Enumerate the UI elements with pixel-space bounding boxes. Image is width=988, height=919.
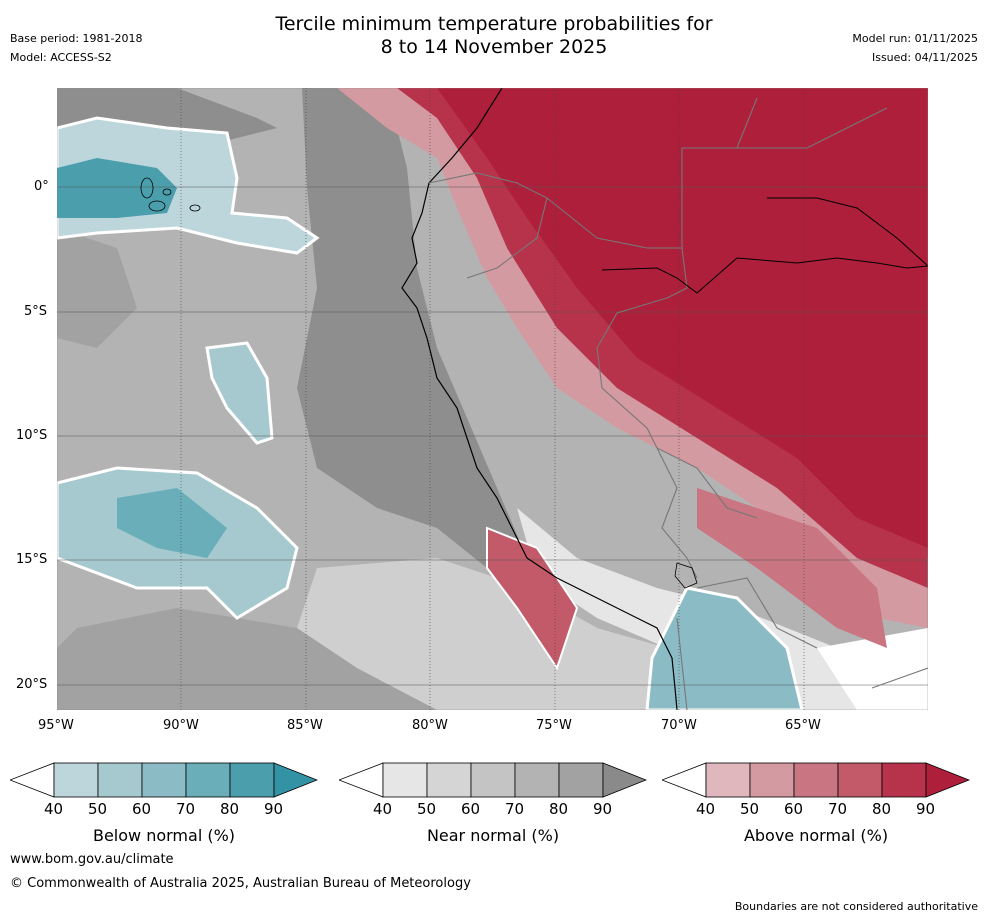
legend-tick: 40 (373, 800, 393, 818)
legend-tick: 40 (44, 800, 64, 818)
legend-above-label: Above normal (%) (743, 826, 889, 845)
legend-above-bar (662, 762, 970, 798)
lon-label-90w: 90°W (163, 718, 199, 733)
legend-below-label: Below normal (%) (92, 826, 236, 845)
legend-tick: 40 (696, 800, 716, 818)
map-title: Tercile minimum temperature probabilitie… (0, 13, 988, 59)
legend-tick: 50 (417, 800, 437, 818)
legend-tick: 90 (593, 800, 613, 818)
legend-tick: 90 (264, 800, 284, 818)
legend-swatch (229, 762, 275, 798)
legend-swatch (426, 762, 472, 798)
latitude-lines (57, 186, 928, 686)
legend-swatch (141, 762, 187, 798)
legend-tick: 50 (740, 800, 760, 818)
legend-swatch (881, 762, 927, 798)
lat-label-0: 0° (34, 179, 49, 194)
above-normal-90-zone (437, 88, 928, 548)
near-normal-90-zone (297, 88, 527, 568)
near-normal-80-zone (57, 228, 137, 348)
legend-swatch (514, 762, 560, 798)
legend-swatch (837, 762, 883, 798)
lat-label-10s: 10°S (16, 428, 48, 443)
legend-tick: 70 (828, 800, 848, 818)
footer-copyright: © Commonwealth of Australia 2025, Austra… (10, 876, 471, 891)
lon-label-70w: 70°W (661, 718, 697, 733)
lon-label-65w: 65°W (785, 718, 821, 733)
legend-extend-high (602, 762, 647, 798)
legend-below-bar (10, 762, 318, 798)
below-normal-blob-central (205, 341, 274, 445)
legend-swatch (53, 762, 99, 798)
legend-tick: 70 (505, 800, 525, 818)
legend-extend-high (273, 762, 318, 798)
legend-swatch (705, 762, 751, 798)
issued-date: Issued: 04/11/2025 (871, 51, 978, 64)
galapagos-islands (140, 177, 201, 212)
legend-extend-high (925, 762, 970, 798)
below-normal-galapagos (57, 116, 320, 255)
above-normal-peru-coast (486, 526, 579, 671)
legend-extend-low (339, 762, 384, 798)
footer-url[interactable]: www.bom.gov.au/climate (10, 852, 174, 867)
legend-near-bar (339, 762, 647, 798)
legend-tick: 80 (872, 800, 892, 818)
below-normal-atacama (645, 586, 804, 710)
lat-label-20s: 20°S (16, 677, 48, 692)
base-period: Base period: 1981-2018 (10, 32, 143, 45)
legend-swatch (382, 762, 428, 798)
legend-tick: 80 (549, 800, 569, 818)
legend-swatch (749, 762, 795, 798)
legend-near-label: Near normal (%) (426, 826, 560, 845)
lat-label-15s: 15°S (16, 552, 48, 567)
coastline (401, 88, 678, 710)
legend-extend-low (10, 762, 55, 798)
no-signal-zone (817, 628, 928, 710)
legend-swatch (793, 762, 839, 798)
legend-tick: 60 (461, 800, 481, 818)
legend-tick: 50 (88, 800, 108, 818)
legend-swatch (470, 762, 516, 798)
title-line-2: 8 to 14 November 2025 (380, 36, 608, 58)
legend-extend-low (662, 762, 707, 798)
above-normal-70-bolivia (697, 488, 887, 648)
model-name: Model: ACCESS-S2 (10, 51, 112, 64)
legend-tick: 80 (220, 800, 240, 818)
below-normal-90-galapagos (57, 158, 177, 218)
near-normal-80-zone-south (57, 608, 437, 710)
amazon-river (601, 197, 928, 294)
lon-label-95w: 95°W (38, 718, 74, 733)
lake-titicaca (674, 562, 698, 589)
legend-swatch (185, 762, 231, 798)
lon-label-75w: 75°W (536, 718, 572, 733)
legend-tick: 60 (784, 800, 804, 818)
model-run: Model run: 01/11/2025 (852, 32, 978, 45)
legend-tick: 70 (176, 800, 196, 818)
below-normal-80-south-west (117, 488, 227, 558)
legend-tick: 90 (916, 800, 936, 818)
title-line-1: Tercile minimum temperature probabilitie… (275, 13, 713, 35)
probability-map (57, 88, 928, 710)
near-normal-60-zone (297, 558, 707, 710)
footer-disclaimer: Boundaries are not considered authoritat… (734, 900, 978, 913)
lon-label-80w: 80°W (412, 718, 448, 733)
legend-swatch (558, 762, 604, 798)
legend-tick: 60 (132, 800, 152, 818)
lat-label-5s: 5°S (24, 304, 48, 319)
lon-label-85w: 85°W (287, 718, 323, 733)
legend-swatch (97, 762, 143, 798)
country-borders (428, 97, 928, 710)
